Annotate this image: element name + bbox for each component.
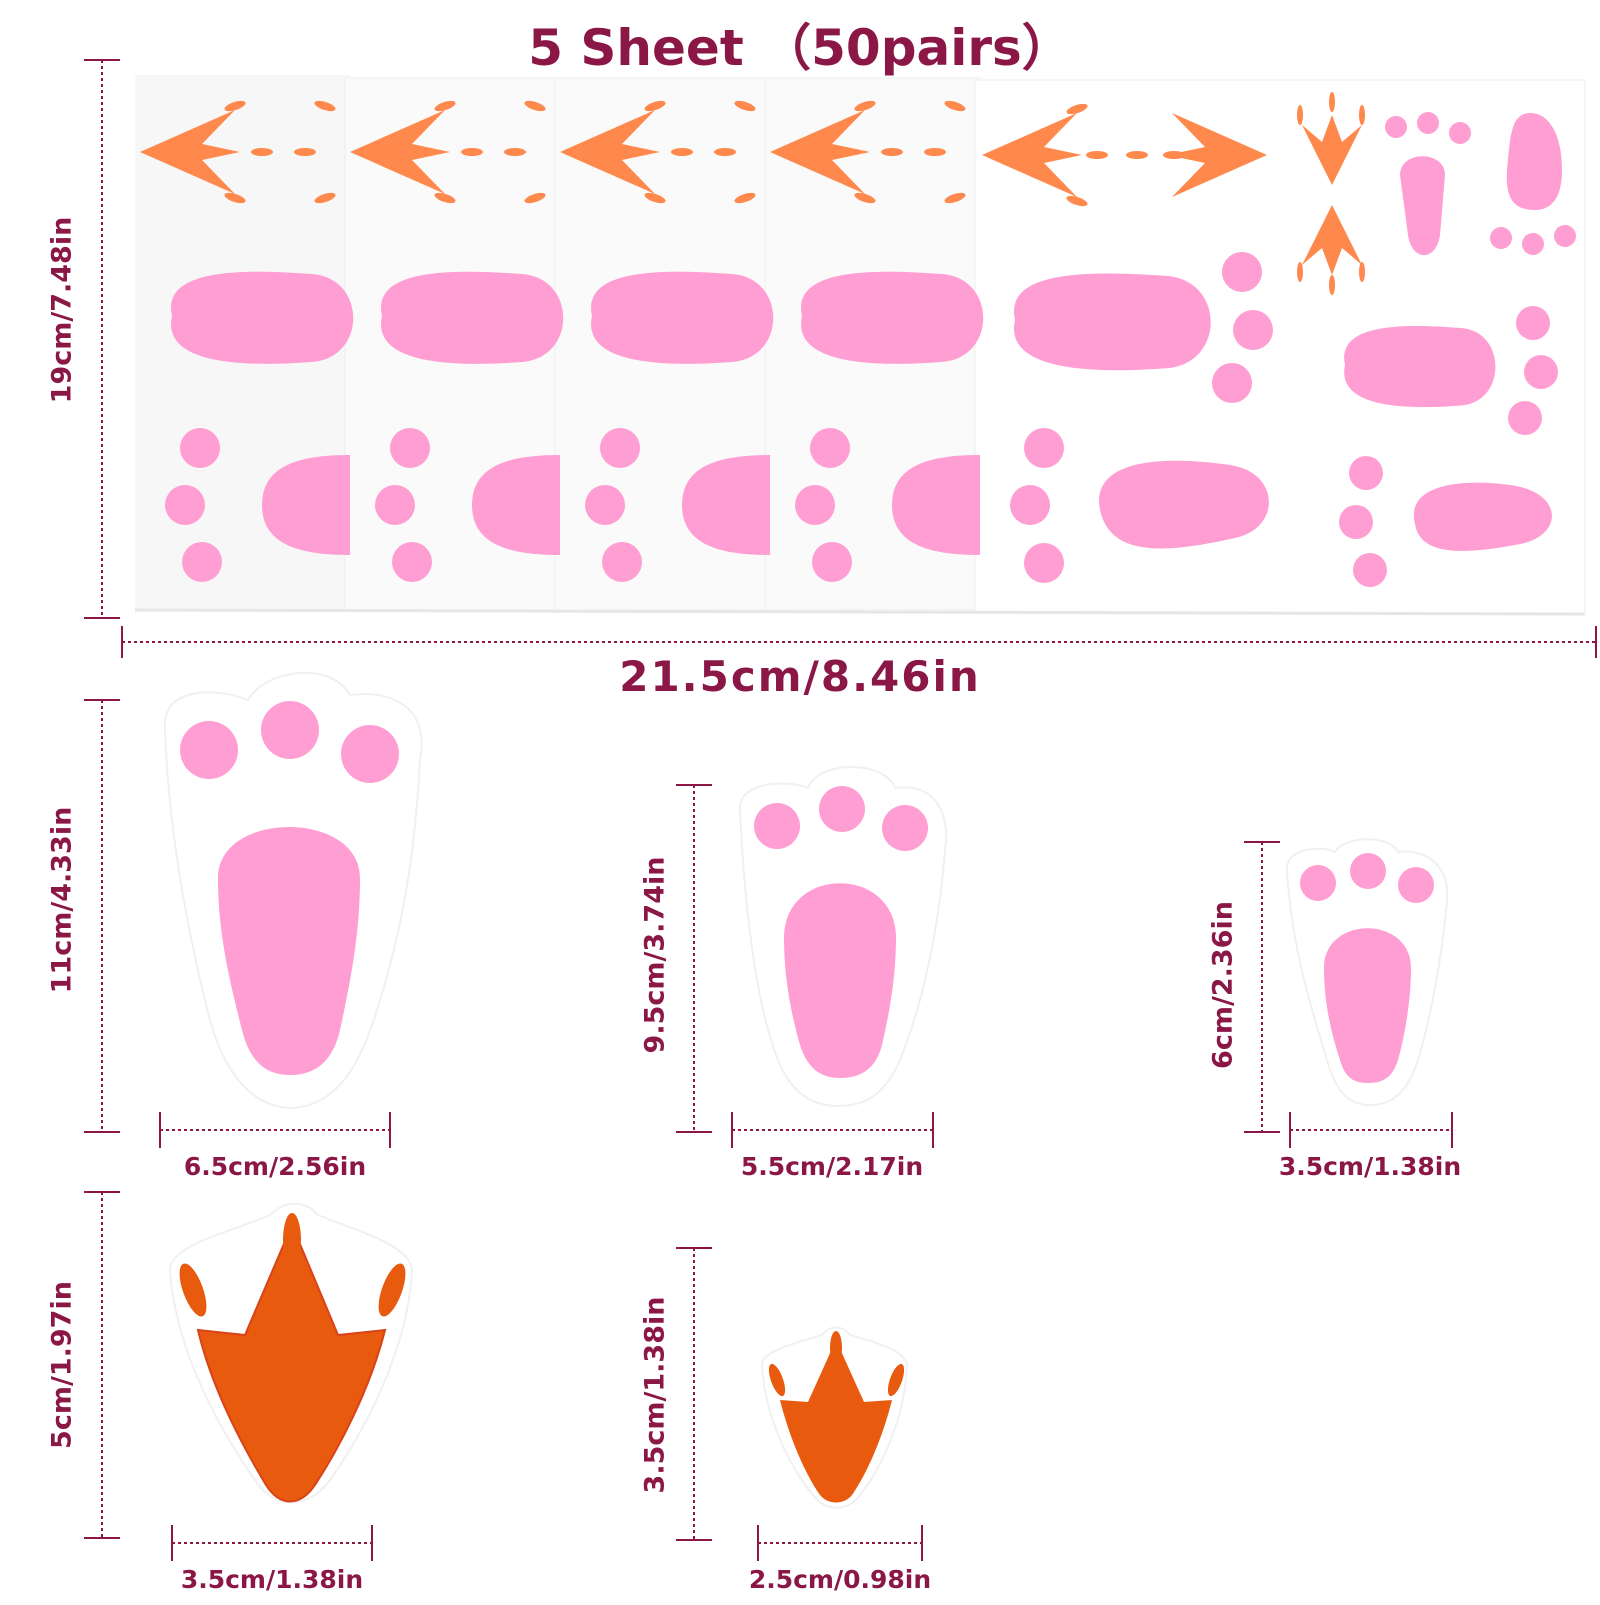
chick-large-height-label: 5cm/1.97in [46, 1281, 78, 1449]
sheet-stickers [140, 92, 1576, 587]
bunny-large-width-label: 6.5cm/2.56in [183, 1152, 367, 1181]
bunny-foot-medium [738, 766, 948, 1108]
bunny-medium-height-label: 9.5cm/3.74in [639, 856, 671, 1054]
chick-foot-small [760, 1326, 909, 1509]
bunny-foot-large [163, 671, 423, 1110]
bunny-foot-small [1285, 838, 1449, 1107]
bunny-small-width-label: 3.5cm/1.38in [1278, 1152, 1462, 1181]
bunny-small-height-label: 6cm/2.36in [1207, 901, 1239, 1069]
sheet-height-label: 19cm/7.48in [46, 216, 78, 404]
sheet-width-label: 21.5cm/8.46in [619, 652, 981, 701]
chick-small-width-label: 2.5cm/0.98in [748, 1565, 932, 1594]
dimension-lines [84, 59, 1597, 1561]
bunny-large-height-label: 11cm/4.33in [46, 806, 78, 994]
page-title: 5 Sheet （50pairs） [528, 19, 1072, 77]
bunny-medium-width-label: 5.5cm/2.17in [740, 1152, 924, 1181]
chick-small-height-label: 3.5cm/1.38in [639, 1296, 671, 1494]
chick-large-width-label: 3.5cm/1.38in [180, 1565, 364, 1594]
chick-foot-large [168, 1202, 414, 1504]
